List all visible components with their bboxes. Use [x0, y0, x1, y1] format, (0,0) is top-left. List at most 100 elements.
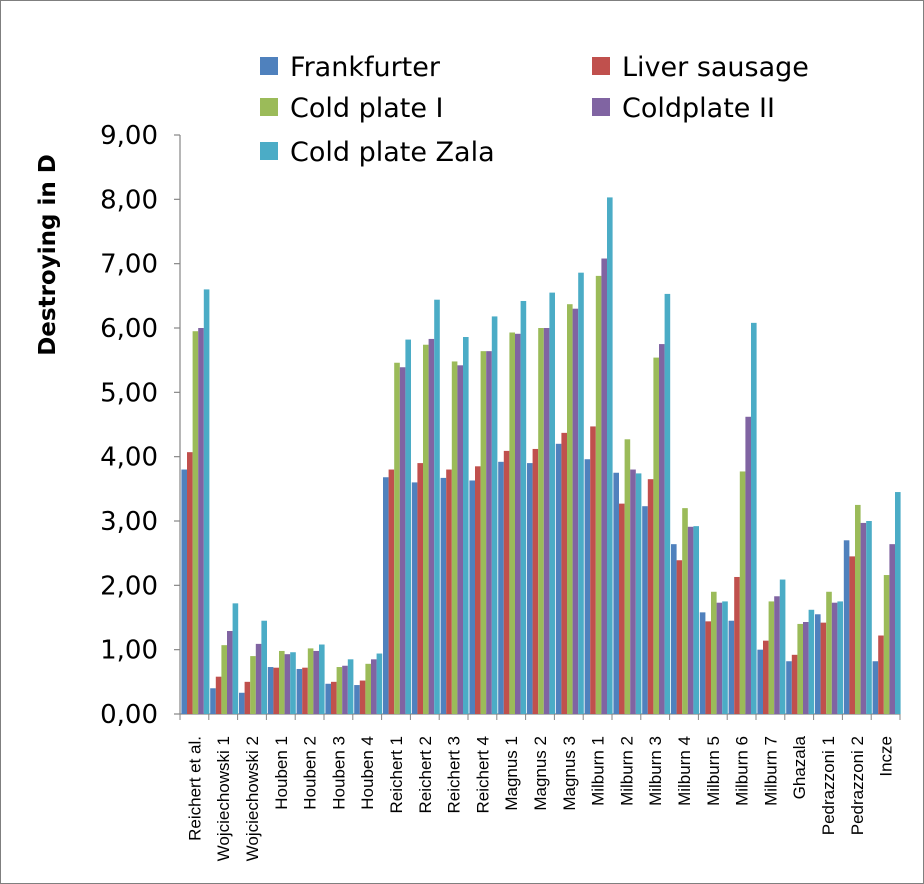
bar-liver-sausage	[820, 622, 827, 714]
plot-area: 0,00 1,00 2,00 3,00 4,00 5,00 6,00 7,00 8,00 9,00…	[100, 121, 901, 861]
x-tick-label: Wojciechowski 2	[243, 736, 262, 861]
bar-cold-plate-i	[336, 667, 343, 714]
bar-liver-sausage	[561, 432, 567, 714]
bar-liver-sausage	[331, 681, 337, 714]
bar-cold-plate-i	[595, 275, 602, 714]
x-tick-label: Wojciechowski 1	[214, 736, 233, 861]
bar-coldplate-ii	[831, 602, 838, 714]
x-tick-label: Incze	[877, 736, 896, 777]
bar-liver-sausage	[388, 469, 395, 714]
bar-liver-sausage	[676, 560, 683, 714]
bar-cold-plate-i	[423, 344, 429, 714]
x-tick-label: Milburn 7	[761, 736, 780, 806]
bar-frankfurter	[555, 443, 562, 714]
bar-cold-plate-zala	[232, 603, 239, 714]
bar-frankfurter	[469, 480, 475, 714]
y-tick-label: 7,00	[100, 250, 158, 280]
bar-cold-plate-zala	[405, 339, 411, 714]
bar-cold-plate-zala	[751, 322, 757, 714]
bar-liver-sausage	[417, 463, 423, 714]
bar-coldplate-ii	[371, 659, 377, 714]
bar-cold-plate-i	[192, 331, 199, 714]
x-tick-label: Reichert 3	[445, 736, 464, 813]
legend-label: Liver sausage	[622, 52, 809, 83]
x-tick-label: Houben 1	[272, 736, 291, 810]
y-tick-label: 1,00	[100, 636, 158, 666]
bar-cold-plate-zala	[779, 579, 786, 714]
bar-cold-plate-i	[307, 648, 314, 714]
bar-frankfurter	[584, 459, 591, 714]
bar-liver-sausage	[590, 426, 596, 714]
x-tick-label: Houben 3	[329, 736, 348, 810]
legend-swatch	[592, 98, 610, 116]
legend-swatch	[260, 57, 278, 75]
bar-liver-sausage	[359, 680, 366, 714]
bar-liver-sausage	[734, 576, 740, 714]
bar-cold-plate-i	[394, 362, 400, 714]
bar-liver-sausage	[302, 667, 308, 714]
bar-coldplate-ii	[572, 308, 579, 714]
bar-frankfurter	[699, 612, 706, 714]
bar-liver-sausage	[244, 681, 251, 714]
bar-liver-sausage	[475, 466, 481, 714]
bar-coldplate-ii	[745, 416, 751, 714]
bar-cold-plate-zala	[319, 644, 325, 714]
bar-cold-plate-zala	[434, 299, 440, 714]
bar-coldplate-ii	[399, 367, 406, 714]
x-tick-label: Milburn 4	[675, 736, 694, 806]
x-tick-label: Milburn 2	[617, 736, 636, 806]
legend-label: Cold plate I	[290, 93, 444, 124]
y-tick-label: 3,00	[100, 507, 158, 537]
bar-coldplate-ii	[284, 654, 291, 714]
bar-coldplate-ii	[601, 258, 607, 714]
bar-coldplate-ii	[543, 328, 550, 714]
bar-coldplate-ii	[486, 351, 492, 714]
x-tick-label: Milburn 1	[589, 736, 608, 806]
bar-frankfurter	[815, 614, 821, 714]
bar-frankfurter	[872, 661, 879, 714]
bar-liver-sausage	[705, 621, 711, 714]
bar-cold-plate-i	[711, 591, 717, 714]
legend-swatch	[260, 142, 278, 160]
bar-cold-plate-i	[365, 663, 371, 714]
x-tick-label: Pedrazzoni 1	[819, 736, 838, 835]
bar-coldplate-ii	[803, 622, 809, 714]
x-tick-label: Houben 4	[358, 736, 377, 810]
bar-cold-plate-zala	[347, 659, 354, 714]
bar-liver-sausage	[878, 635, 884, 714]
y-tick-label: 0,00	[100, 700, 158, 730]
x-tick-label: Houben 2	[301, 736, 320, 810]
legend-swatch	[260, 98, 278, 116]
x-tick-label: Magnus 3	[560, 736, 579, 811]
bar-cold-plate-zala	[290, 652, 296, 714]
bar-coldplate-ii	[659, 344, 665, 714]
x-tick-label: Magnus 2	[531, 736, 550, 811]
bar-cold-plate-zala	[895, 492, 901, 714]
bar-cold-plate-zala	[866, 521, 872, 714]
bar-coldplate-ii	[889, 544, 895, 714]
bar-cold-plate-i	[855, 504, 861, 714]
bar-cold-plate-i	[509, 332, 515, 714]
bar-liver-sausage	[849, 556, 855, 714]
bar-coldplate-ii	[774, 596, 780, 714]
bar-cold-plate-zala	[520, 300, 527, 714]
legend: Frankfurter Liver sausage Cold plate I Cold…	[260, 52, 809, 168]
bar-cold-plate-i	[624, 439, 631, 714]
bar-cold-plate-i	[538, 328, 544, 714]
x-tick-label: Milburn 5	[704, 736, 723, 806]
bar-liver-sausage	[619, 503, 625, 714]
bar-frankfurter	[757, 649, 763, 714]
bar-cold-plate-zala	[578, 272, 584, 714]
bar-liver-sausage	[215, 676, 222, 714]
bar-frankfurter	[354, 685, 360, 714]
bar-cold-plate-zala	[549, 292, 555, 714]
y-tick-label: 6,00	[100, 314, 158, 344]
bar-frankfurter	[728, 620, 735, 714]
bar-cold-plate-i	[797, 623, 803, 714]
bar-liver-sausage	[273, 667, 279, 714]
bar-coldplate-ii	[313, 650, 319, 714]
x-tick-label: Milburn 3	[646, 736, 665, 806]
x-tick-label: Reichert et al.	[185, 736, 204, 841]
y-tick-label: 2,00	[100, 571, 158, 601]
bar-liver-sausage	[791, 654, 798, 714]
